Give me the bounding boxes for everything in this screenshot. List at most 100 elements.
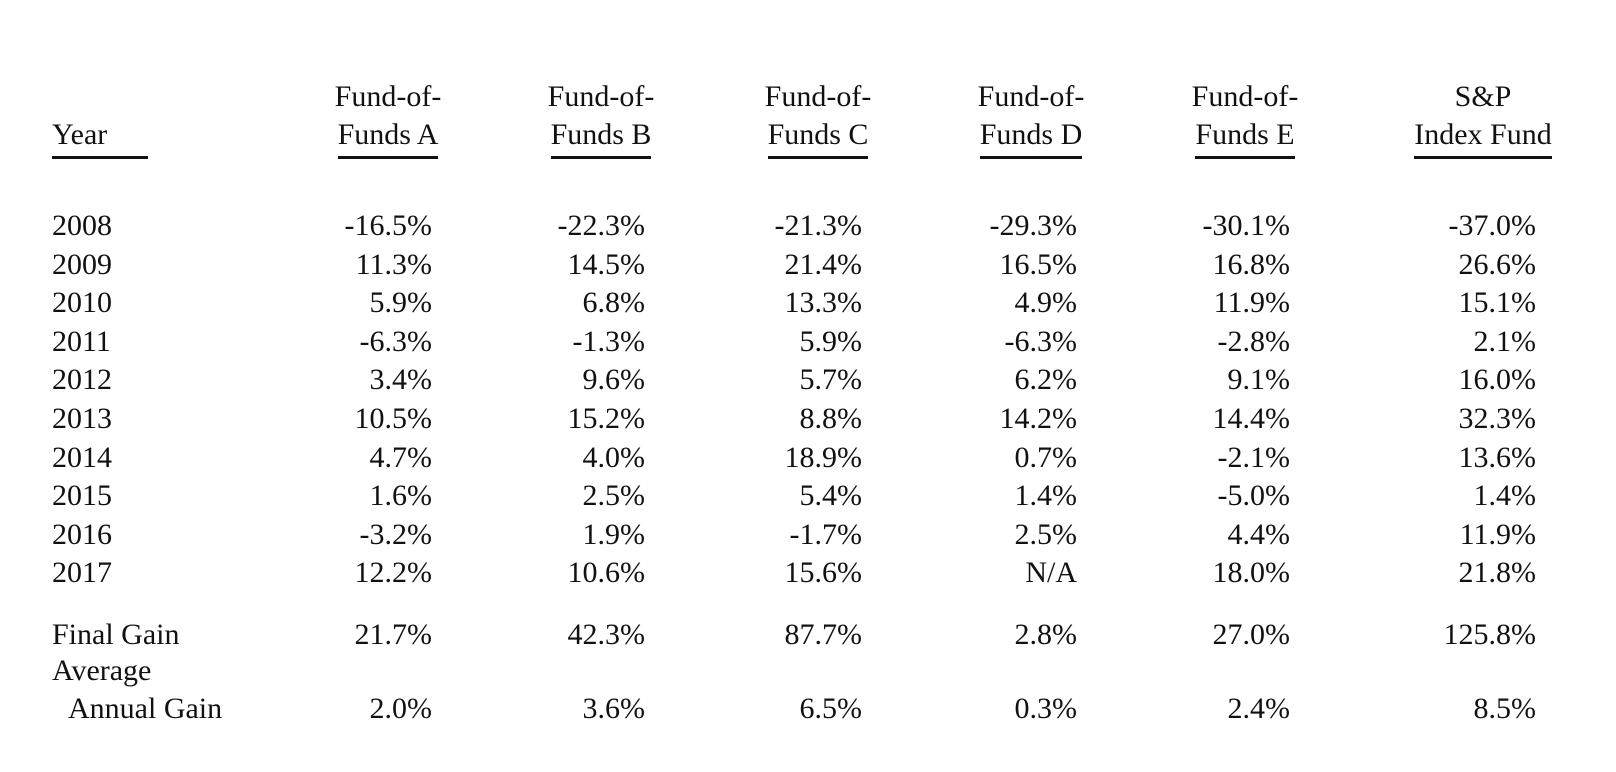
table-cell: 26.6% [1458, 247, 1537, 281]
final-gain-value: 21.7% [354, 618, 433, 651]
average-annual-gain-value: 2.4% [1227, 692, 1291, 725]
table-cell: 10.5% [354, 402, 433, 435]
table-cell: -2.8% [1217, 324, 1290, 358]
average-annual-gain-value: 3.6% [582, 692, 646, 725]
table-cell: -1.7% [789, 517, 862, 551]
table-cell: 1.4% [1473, 479, 1537, 513]
column-header-underlined-label: Funds E [1195, 116, 1295, 159]
table-cell: 16.8% [1212, 247, 1291, 281]
column-header-line1: Fund-of- [547, 80, 655, 113]
row-year: 2012 [52, 363, 112, 397]
table-cell: 1.6% [369, 479, 433, 513]
table-cell: -2.1% [1217, 440, 1290, 474]
table-cell: 18.0% [1212, 556, 1291, 590]
table-cell: 14.2% [999, 402, 1078, 435]
table-cell: -30.1% [1202, 209, 1290, 242]
table-cell: 5.4% [799, 479, 863, 513]
table-cell: 12.2% [354, 556, 433, 590]
table-cell: 16.5% [999, 247, 1078, 281]
table-cell: -1.3% [572, 324, 645, 358]
column-header-line1: S&P [1454, 80, 1512, 113]
column-header-line1: Fund-of- [334, 80, 442, 113]
average-annual-gain-value: 6.5% [799, 692, 863, 725]
table-cell: -5.0% [1217, 479, 1290, 513]
table-cell: N/A [1025, 556, 1077, 590]
table-cell: 11.9% [1459, 517, 1536, 551]
table-cell: 14.4% [1212, 402, 1291, 435]
column-header-year: Year [52, 116, 148, 159]
column-header-underlined-label: Funds D [979, 116, 1083, 159]
table-cell: 0.7% [1014, 440, 1078, 474]
column-header-line1: Fund-of- [977, 80, 1085, 113]
table-cell: 5.7% [799, 363, 863, 397]
table-cell: 6.2% [1014, 363, 1078, 397]
table-cell: 13.6% [1458, 440, 1537, 474]
table-cell: 15.6% [784, 556, 863, 590]
table-cell: 32.3% [1458, 402, 1537, 435]
table-cell: 1.9% [582, 517, 646, 551]
average-annual-gain-label-line1: Average [52, 654, 152, 687]
final-gain-value: 125.8% [1443, 618, 1537, 651]
row-year: 2010 [52, 286, 112, 320]
column-header-line2: Funds C [698, 116, 938, 159]
table-cell: 6.8% [582, 286, 646, 320]
row-year: 2015 [52, 479, 112, 513]
table-cell: 11.3% [355, 247, 432, 281]
column-header-year-label: Year [52, 116, 148, 159]
table-cell: 2.5% [1014, 517, 1078, 551]
table-cell: 8.8% [799, 402, 863, 435]
average-annual-gain-value: 8.5% [1473, 692, 1537, 725]
table-cell: -6.3% [1004, 324, 1077, 358]
column-header-underlined-label: Index Fund [1414, 116, 1552, 159]
column-header-line2: Funds E [1125, 116, 1365, 159]
table-cell: 5.9% [369, 286, 433, 320]
table-cell: 21.8% [1458, 556, 1537, 590]
table-cell: 4.0% [582, 440, 646, 474]
column-header-line2: Funds B [481, 116, 721, 159]
final-gain-value: 87.7% [784, 618, 863, 651]
column-header-underlined-label: Funds B [550, 116, 652, 159]
table-cell: 4.7% [369, 440, 433, 474]
column-header-underlined-label: Funds C [767, 116, 869, 159]
table-cell: -37.0% [1448, 209, 1536, 242]
row-year: 2013 [52, 402, 112, 435]
table-cell: 15.2% [567, 402, 646, 435]
column-header-underlined-label: Funds A [337, 116, 439, 159]
table-cell: 2.1% [1473, 324, 1537, 358]
row-year: 2008 [52, 209, 112, 242]
row-year: 2009 [52, 247, 112, 281]
table-cell: 5.9% [799, 324, 863, 358]
column-header-line2: Funds A [268, 116, 508, 159]
table-cell: 4.4% [1227, 517, 1291, 551]
row-year: 2011 [52, 324, 111, 358]
average-annual-gain-value: 0.3% [1014, 692, 1078, 725]
column-header-line2: Index Fund [1363, 116, 1603, 159]
column-header-line1: Fund-of- [1191, 80, 1299, 113]
table-cell: 14.5% [567, 247, 646, 281]
table-cell: 9.6% [582, 363, 646, 397]
final-gain-value: 2.8% [1014, 618, 1078, 651]
table-cell: 1.4% [1014, 479, 1078, 513]
table-cell: -3.2% [359, 517, 432, 551]
average-annual-gain-label-line2: Annual Gain [68, 692, 223, 725]
table-cell: 2.5% [582, 479, 646, 513]
column-header-line1: Fund-of- [764, 80, 872, 113]
table-cell: 15.1% [1458, 286, 1537, 320]
table-cell: 18.9% [784, 440, 863, 474]
row-year: 2014 [52, 440, 112, 474]
table-cell: -22.3% [557, 209, 645, 242]
final-gain-value: 42.3% [567, 618, 646, 651]
table-cell: 21.4% [784, 247, 863, 281]
column-header-line2: Funds D [911, 116, 1151, 159]
table-cell: 9.1% [1227, 363, 1291, 397]
final-gain-value: 27.0% [1212, 618, 1291, 651]
table-cell: -16.5% [344, 209, 432, 242]
table-cell: 16.0% [1458, 363, 1537, 397]
table-cell: 10.6% [567, 556, 646, 590]
row-year: 2017 [52, 556, 112, 590]
table-cell: -29.3% [989, 209, 1077, 242]
table-cell: 3.4% [369, 363, 433, 397]
row-year: 2016 [52, 517, 112, 551]
final-gain-label: Final Gain [52, 618, 180, 651]
